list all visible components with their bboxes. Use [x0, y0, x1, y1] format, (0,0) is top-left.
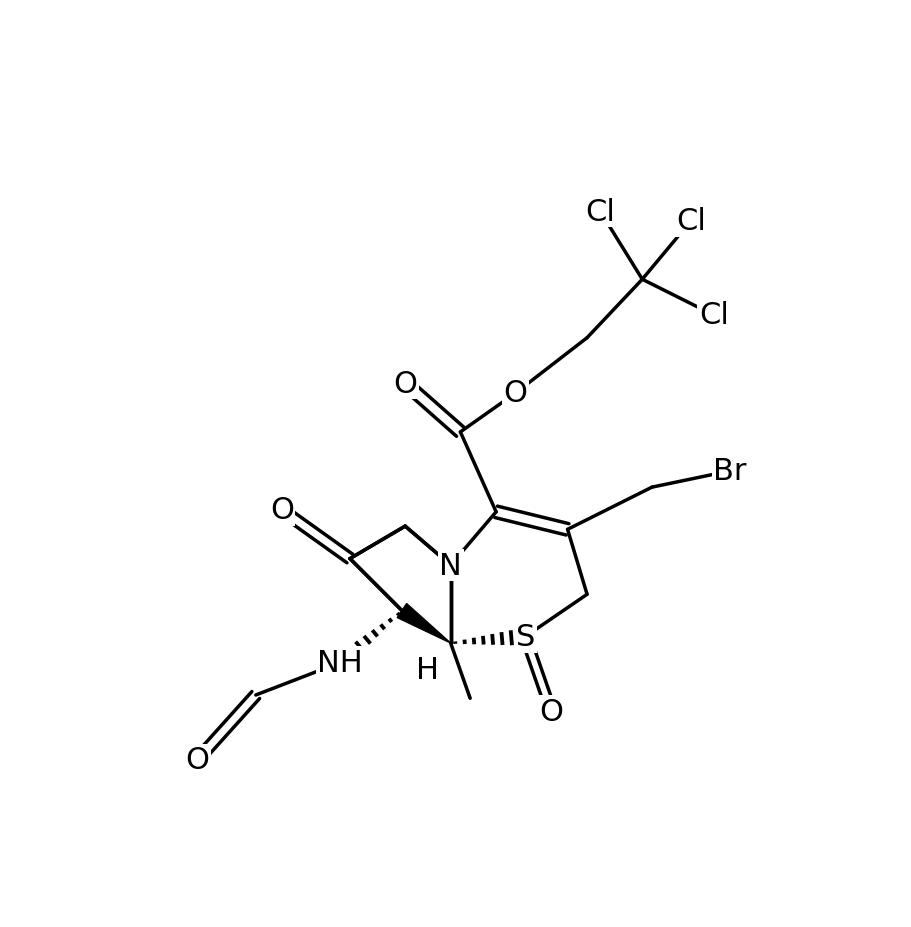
- Text: O: O: [270, 496, 293, 525]
- Text: NH: NH: [317, 648, 363, 678]
- Text: H: H: [416, 654, 439, 684]
- Text: O: O: [185, 745, 210, 775]
- Polygon shape: [451, 643, 471, 699]
- Text: Cl: Cl: [585, 197, 615, 226]
- Text: O: O: [504, 379, 527, 408]
- Text: O: O: [394, 369, 417, 399]
- Text: N: N: [439, 551, 462, 580]
- Text: Br: Br: [713, 457, 747, 486]
- Text: S: S: [516, 622, 535, 652]
- Polygon shape: [397, 603, 451, 643]
- Text: Cl: Cl: [699, 301, 729, 330]
- Text: Cl: Cl: [676, 207, 706, 236]
- Text: O: O: [539, 697, 563, 726]
